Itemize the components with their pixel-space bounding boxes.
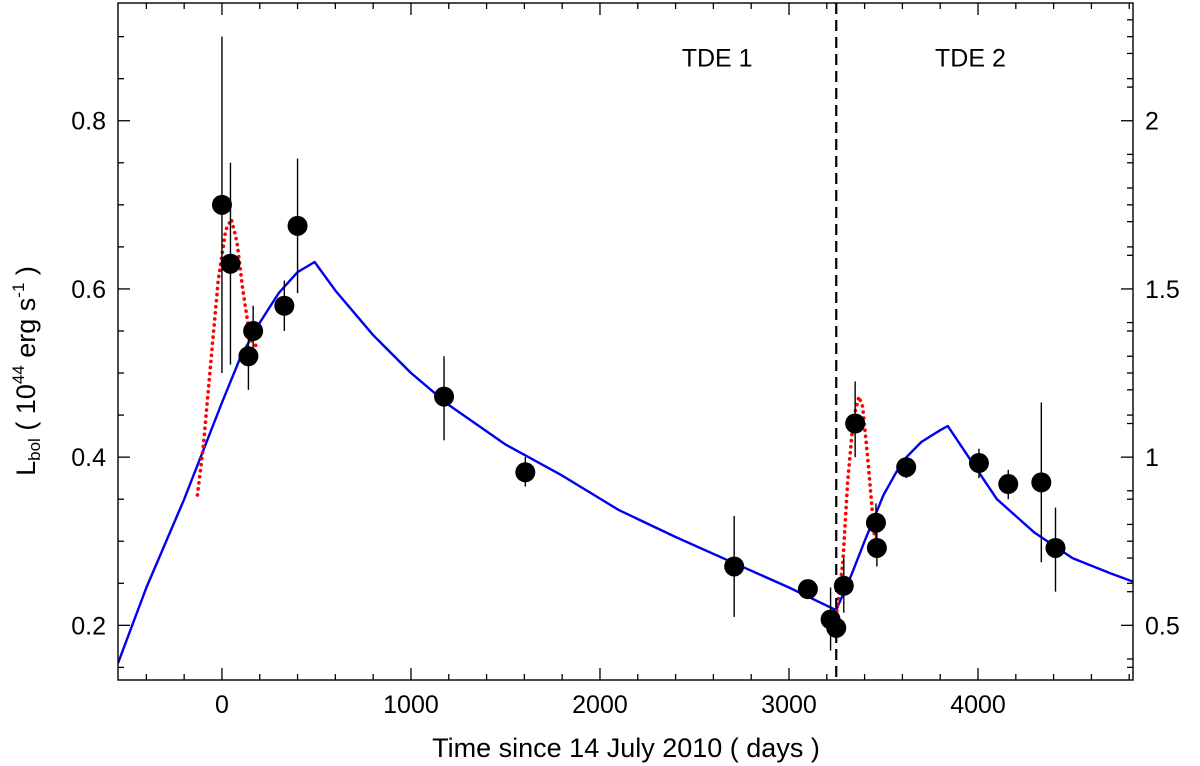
data-point xyxy=(1045,537,1066,558)
annotation-tde-1: TDE 1 xyxy=(682,45,753,73)
y2-tick-label: 1 xyxy=(1145,444,1159,472)
y2-tick-label: 0.5 xyxy=(1145,612,1180,640)
data-point xyxy=(434,386,455,407)
y-tick-label: 0.2 xyxy=(71,612,106,640)
data-point xyxy=(220,253,241,274)
y-axis-title-close: ) xyxy=(11,266,41,283)
flare-curve-2 xyxy=(834,394,880,619)
y-axis-title-open: ( 10 xyxy=(11,384,41,438)
y-axis-title: Lbol ( 1044 erg s-1 ) xyxy=(9,266,44,476)
annotation-layer: TDE 1 TDE 2 xyxy=(682,45,1006,73)
data-point xyxy=(968,453,989,474)
data-point xyxy=(287,215,308,236)
plot-area xyxy=(118,3,1133,680)
annotation-tde-2: TDE 2 xyxy=(935,45,1006,73)
data-point xyxy=(866,537,887,558)
series-layer xyxy=(118,217,1133,664)
data-point xyxy=(797,579,818,600)
x-tick-label: 0 xyxy=(215,691,229,719)
data-point xyxy=(515,462,536,483)
x-axis-title: Time since 14 July 2010 ( days ) xyxy=(432,733,820,763)
data-point xyxy=(865,512,886,533)
point-layer xyxy=(211,194,1066,638)
data-point xyxy=(211,194,232,215)
data-point xyxy=(274,295,295,316)
y2-tick-label: 2 xyxy=(1145,108,1159,136)
y-tick-label: 0.4 xyxy=(71,444,106,472)
data-point xyxy=(1031,472,1052,493)
data-point xyxy=(826,617,847,638)
data-point xyxy=(243,320,264,341)
data-point xyxy=(238,346,259,367)
x-tick-label: 1000 xyxy=(383,691,439,719)
y-axis-title-exponent: 44 xyxy=(9,365,28,384)
tick-layer xyxy=(118,3,1133,680)
data-point xyxy=(998,474,1019,495)
plot-frame xyxy=(117,2,1134,681)
x-tick-label: 3000 xyxy=(761,691,817,719)
x-tick-label: 2000 xyxy=(572,691,628,719)
y-tick-label: 0.6 xyxy=(71,276,106,304)
label-layer: 0 1000 2000 3000 4000 0.2 0.5 0.4 1 0.6 1.5 0.8 2 xyxy=(71,108,1180,719)
y-axis-title-inverse: -1 xyxy=(9,283,28,298)
data-point xyxy=(833,575,854,596)
model-curve xyxy=(118,260,1133,664)
y-axis-title-sub: bol xyxy=(25,438,44,461)
data-point xyxy=(845,413,866,434)
x-tick-label: 4000 xyxy=(950,691,1006,719)
y-axis-title-main: L xyxy=(11,461,41,476)
y-axis-title-units: erg s xyxy=(11,298,41,366)
y-tick-label: 0.8 xyxy=(71,108,106,136)
data-point xyxy=(724,556,745,577)
data-point xyxy=(896,457,917,478)
y2-tick-label: 1.5 xyxy=(1145,276,1180,304)
